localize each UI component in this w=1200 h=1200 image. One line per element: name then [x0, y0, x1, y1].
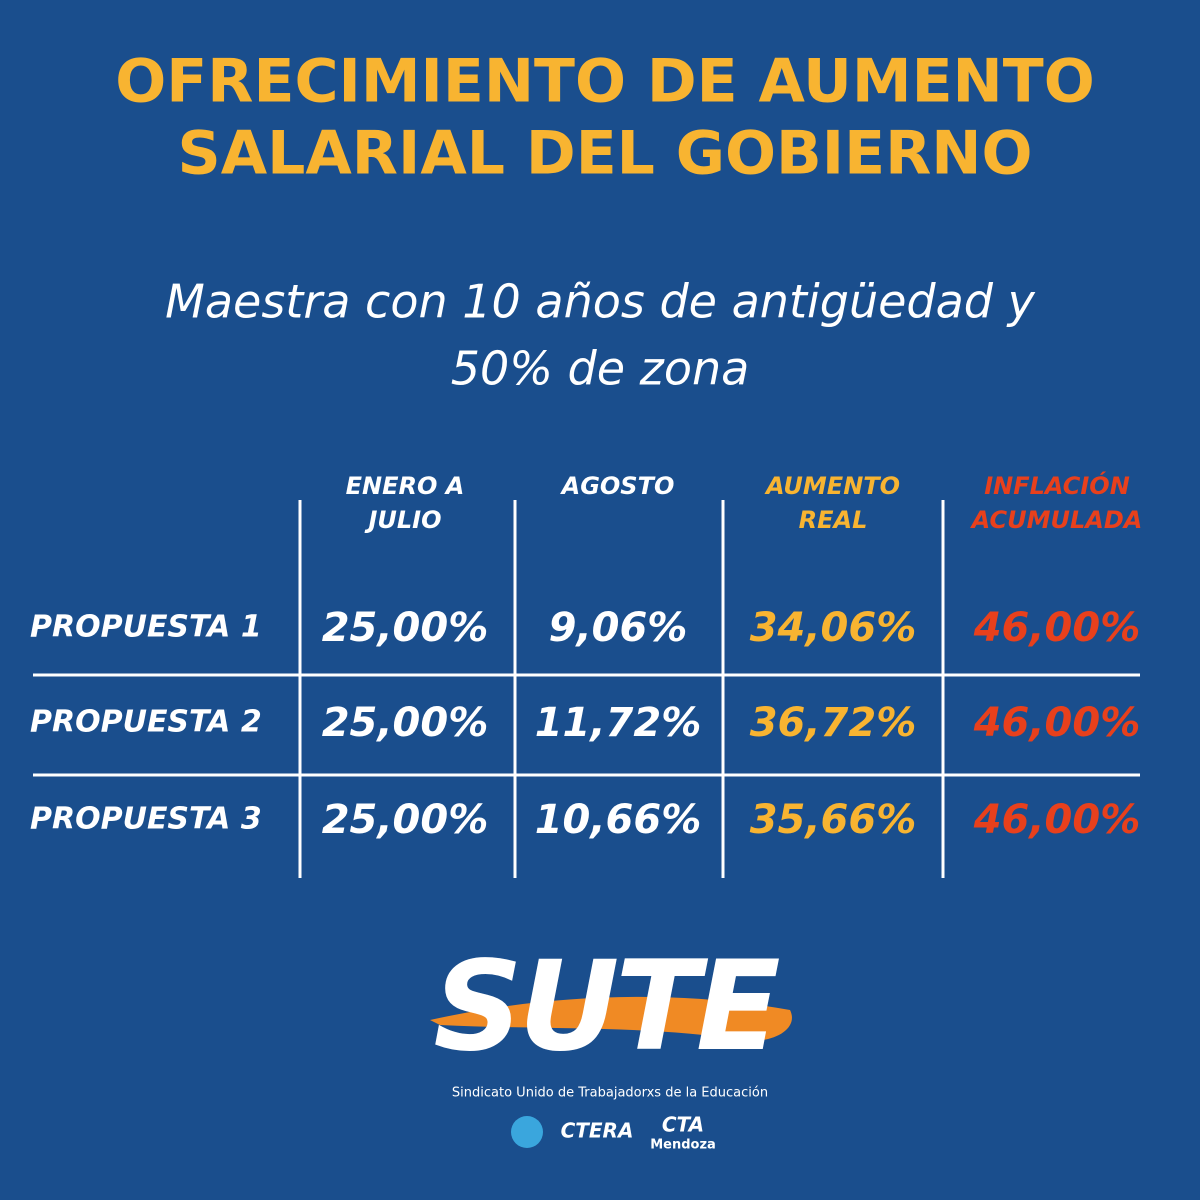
cell: 46,00%: [973, 700, 1141, 746]
title-line: SALARIAL DEL GOBIERNO: [177, 119, 1032, 189]
partner-icon: [511, 1116, 543, 1148]
column-header: INFLACIÓN: [984, 470, 1130, 500]
cell: 25,00%: [322, 605, 489, 651]
logo: SUTE: [433, 935, 780, 1079]
partner: CTA: [662, 1113, 704, 1137]
row-label: PROPUESTA 3: [30, 802, 262, 837]
cell: 36,72%: [750, 700, 917, 746]
cell: 46,00%: [973, 605, 1141, 651]
table: ENERO A JULIO AGOSTO AUMENTO REAL INFLACIÓN AC…: [30, 470, 1142, 878]
cell: 10,66%: [535, 797, 702, 843]
cell: 35,66%: [750, 797, 917, 843]
column-header: ENERO A: [346, 472, 465, 500]
row-label: PROPUESTA 2: [30, 705, 262, 740]
column-header: AUMENTO: [764, 472, 900, 500]
cell: 46,00%: [973, 797, 1141, 843]
column-header: ACUMULADA: [970, 506, 1143, 534]
logo-swoosh: [430, 996, 792, 1041]
org-name: Sindicato Unido de Trabajadorxs de la Ed…: [452, 1086, 768, 1101]
cell: 25,00%: [322, 700, 489, 746]
title-line: OFRECIMIENTO DE AUMENTO: [115, 47, 1094, 117]
column-header: JULIO: [364, 506, 441, 534]
subtitle-line: 50% de zona: [451, 342, 750, 396]
partner: CTERA: [561, 1119, 634, 1143]
cell: 34,06%: [750, 605, 917, 651]
column-header: REAL: [799, 506, 868, 534]
cell: 25,00%: [322, 797, 489, 843]
partner: Mendoza: [650, 1138, 716, 1153]
column-header: AGOSTO: [560, 472, 675, 500]
cell: 9,06%: [549, 605, 688, 651]
row-label: PROPUESTA 1: [30, 610, 262, 645]
cell: 11,72%: [535, 700, 702, 746]
subtitle-line: Maestra con 10 años de antigüedad y: [165, 275, 1035, 329]
